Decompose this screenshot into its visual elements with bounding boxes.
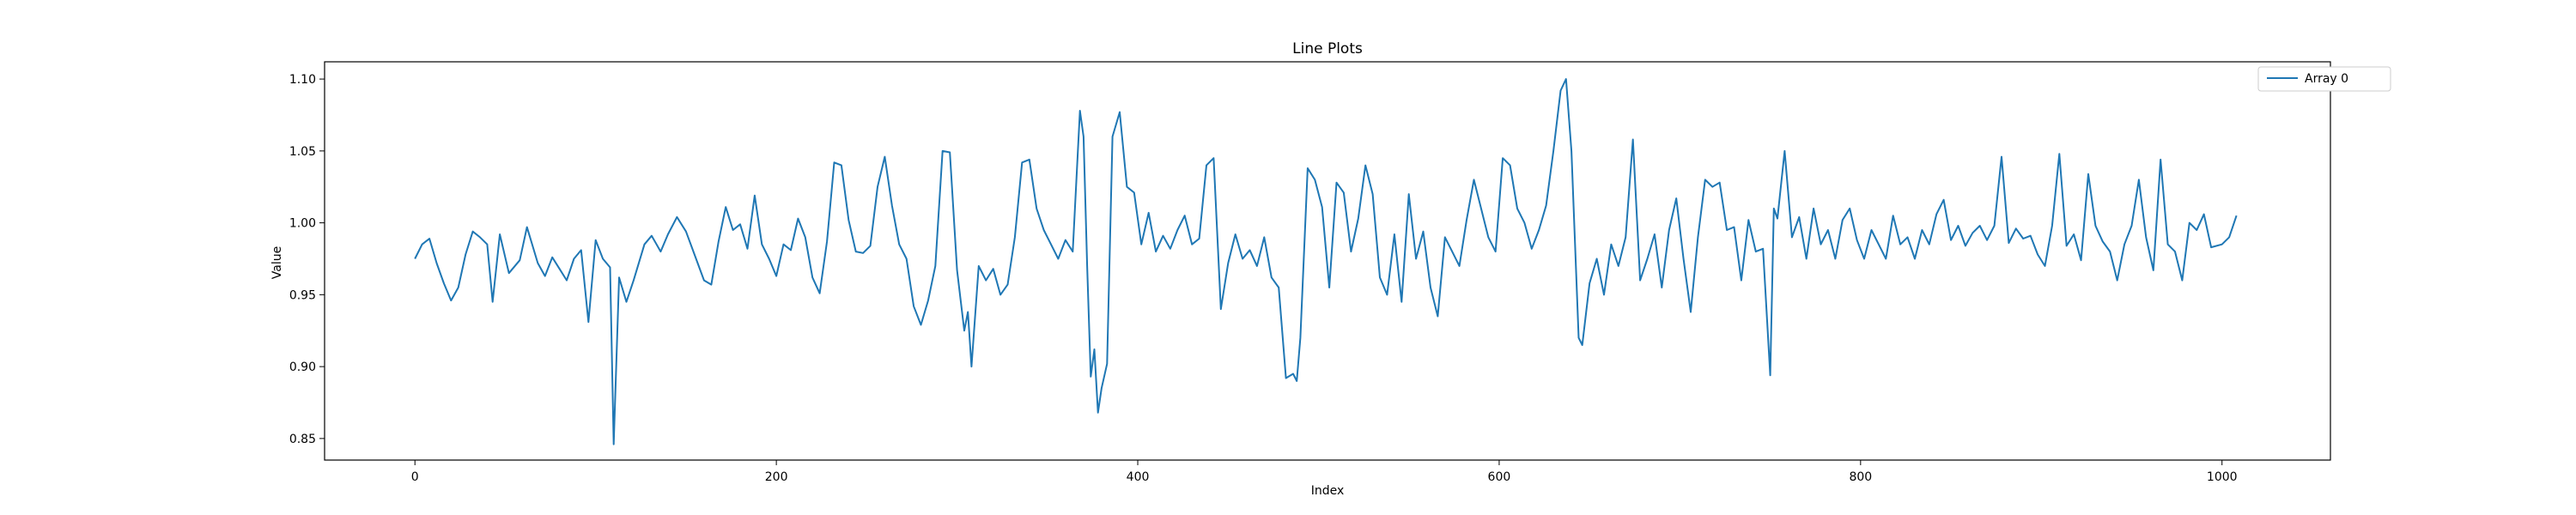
y-tick-label: 0.90 bbox=[289, 360, 316, 374]
plot-frame bbox=[324, 61, 2331, 461]
x-axis: 0 200 400 600 800 1000 bbox=[411, 460, 2238, 484]
plot-area bbox=[324, 61, 2331, 461]
x-tick-label: 800 bbox=[1849, 470, 1872, 484]
x-axis-label: Index bbox=[1311, 484, 1345, 498]
x-tick-label: 400 bbox=[1127, 470, 1150, 484]
x-tick-label: 1000 bbox=[2207, 470, 2238, 484]
y-tick-label: 0.85 bbox=[289, 433, 316, 446]
legend: Array 0 bbox=[2257, 66, 2391, 92]
x-tick-label: 0 bbox=[411, 470, 419, 484]
legend-box bbox=[2257, 66, 2391, 92]
legend-label-array-0: Array 0 bbox=[2305, 72, 2348, 86]
y-tick-label: 1.00 bbox=[289, 217, 316, 231]
x-tick-label: 600 bbox=[1488, 470, 1511, 484]
y-tick-label: 1.05 bbox=[289, 145, 316, 159]
x-tick-label: 200 bbox=[765, 470, 788, 484]
chart-title: Line Plots bbox=[1292, 40, 1363, 58]
y-axis: 0.85 0.90 0.95 1.00 1.05 1.10 bbox=[289, 73, 325, 446]
y-axis-label: Value bbox=[270, 246, 284, 279]
series-line-0 bbox=[414, 78, 2238, 445]
y-tick-label: 1.10 bbox=[289, 73, 316, 87]
y-tick-label: 0.95 bbox=[289, 288, 316, 302]
